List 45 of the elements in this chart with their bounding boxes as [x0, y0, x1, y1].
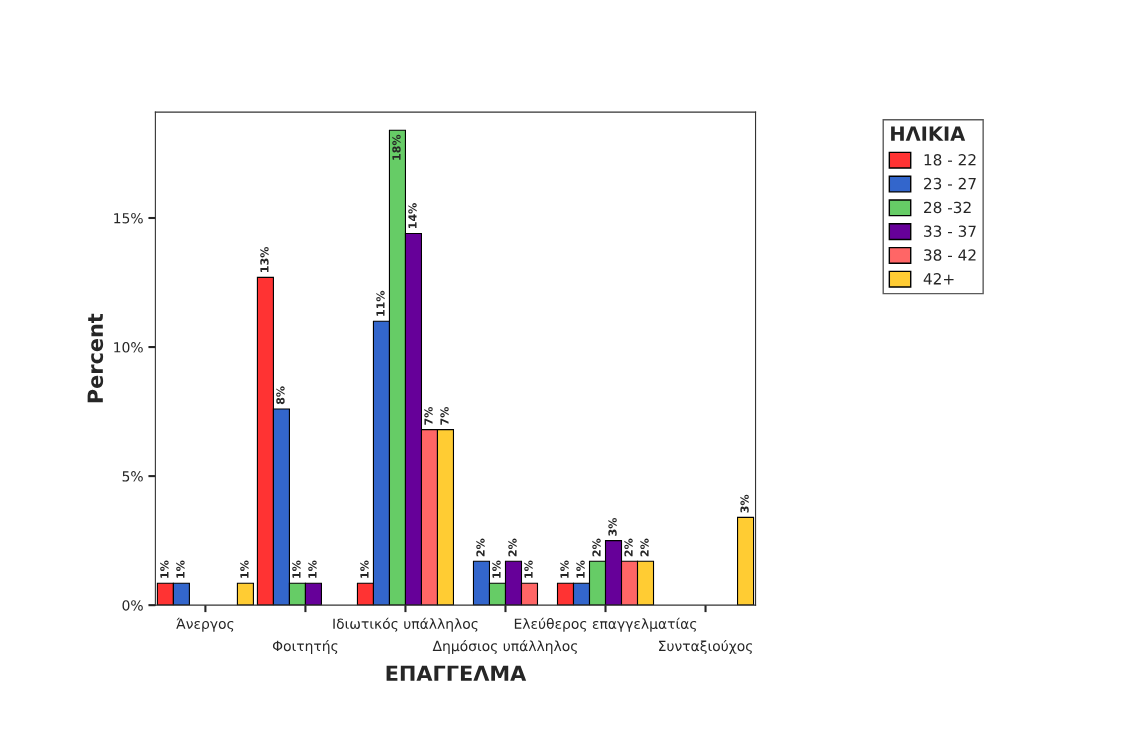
x-tick-label: Ιδιωτικός υπάλληλος — [333, 617, 478, 632]
data-label: 2% — [592, 538, 601, 557]
data-label: 1% — [160, 560, 169, 578]
data-label: 1% — [524, 560, 533, 578]
y-tick-label: 10% — [114, 342, 143, 353]
data-label: 1% — [360, 560, 369, 578]
data-label: 11% — [376, 290, 385, 316]
legend-title: ΗΛΙΚΙΑ — [891, 126, 966, 141]
data-label: 1% — [240, 560, 249, 578]
data-label: 13% — [260, 246, 269, 272]
y-tick-label: 0% — [122, 600, 143, 611]
legend-label: 38 - 42 — [924, 249, 976, 261]
data-label: 2% — [640, 538, 649, 557]
data-label: 1% — [176, 560, 185, 578]
y-axis-title: Percent — [87, 313, 104, 403]
data-label: 1% — [492, 560, 501, 578]
data-label: 1% — [576, 560, 585, 578]
legend-label: 42+ — [923, 273, 954, 285]
legend-label: 23 - 27 — [924, 177, 976, 190]
data-label: 2% — [476, 538, 485, 557]
bar — [736, 516, 755, 606]
data-label: 7% — [424, 406, 433, 425]
data-label: 2% — [624, 538, 633, 557]
data-label: 1% — [292, 560, 301, 578]
data-label: 7% — [440, 406, 449, 425]
bar — [236, 582, 254, 606]
data-label: 14% — [408, 203, 417, 229]
x-tick-label: Ελεύθερος επαγγελματίας — [514, 617, 697, 632]
data-label: 3% — [608, 517, 617, 536]
data-label: 8% — [276, 386, 285, 405]
legend-label: 18 - 22 — [924, 154, 976, 166]
x-tick-label: Δημόσιος υπάλληλος — [432, 639, 578, 654]
x-axis-title: ΕΠΑΓΓΕΛΜΑ — [386, 665, 527, 681]
x-tick-label: Φοιτητής — [272, 639, 338, 654]
x-tick-label: Συνταξιούχος — [659, 639, 753, 654]
x-tick-label: Άνεργος — [176, 617, 234, 632]
data-label: 3% — [740, 494, 749, 513]
legend-label: 33 - 37 — [924, 225, 976, 237]
y-tick-label: 5% — [122, 471, 143, 482]
data-label: 1% — [560, 560, 569, 578]
data-label: 1% — [308, 560, 317, 578]
data-label: 2% — [508, 538, 517, 557]
y-tick-label: 15% — [114, 212, 143, 224]
data-label: 18% — [392, 134, 401, 160]
legend-label: 28 -32 — [924, 201, 971, 214]
